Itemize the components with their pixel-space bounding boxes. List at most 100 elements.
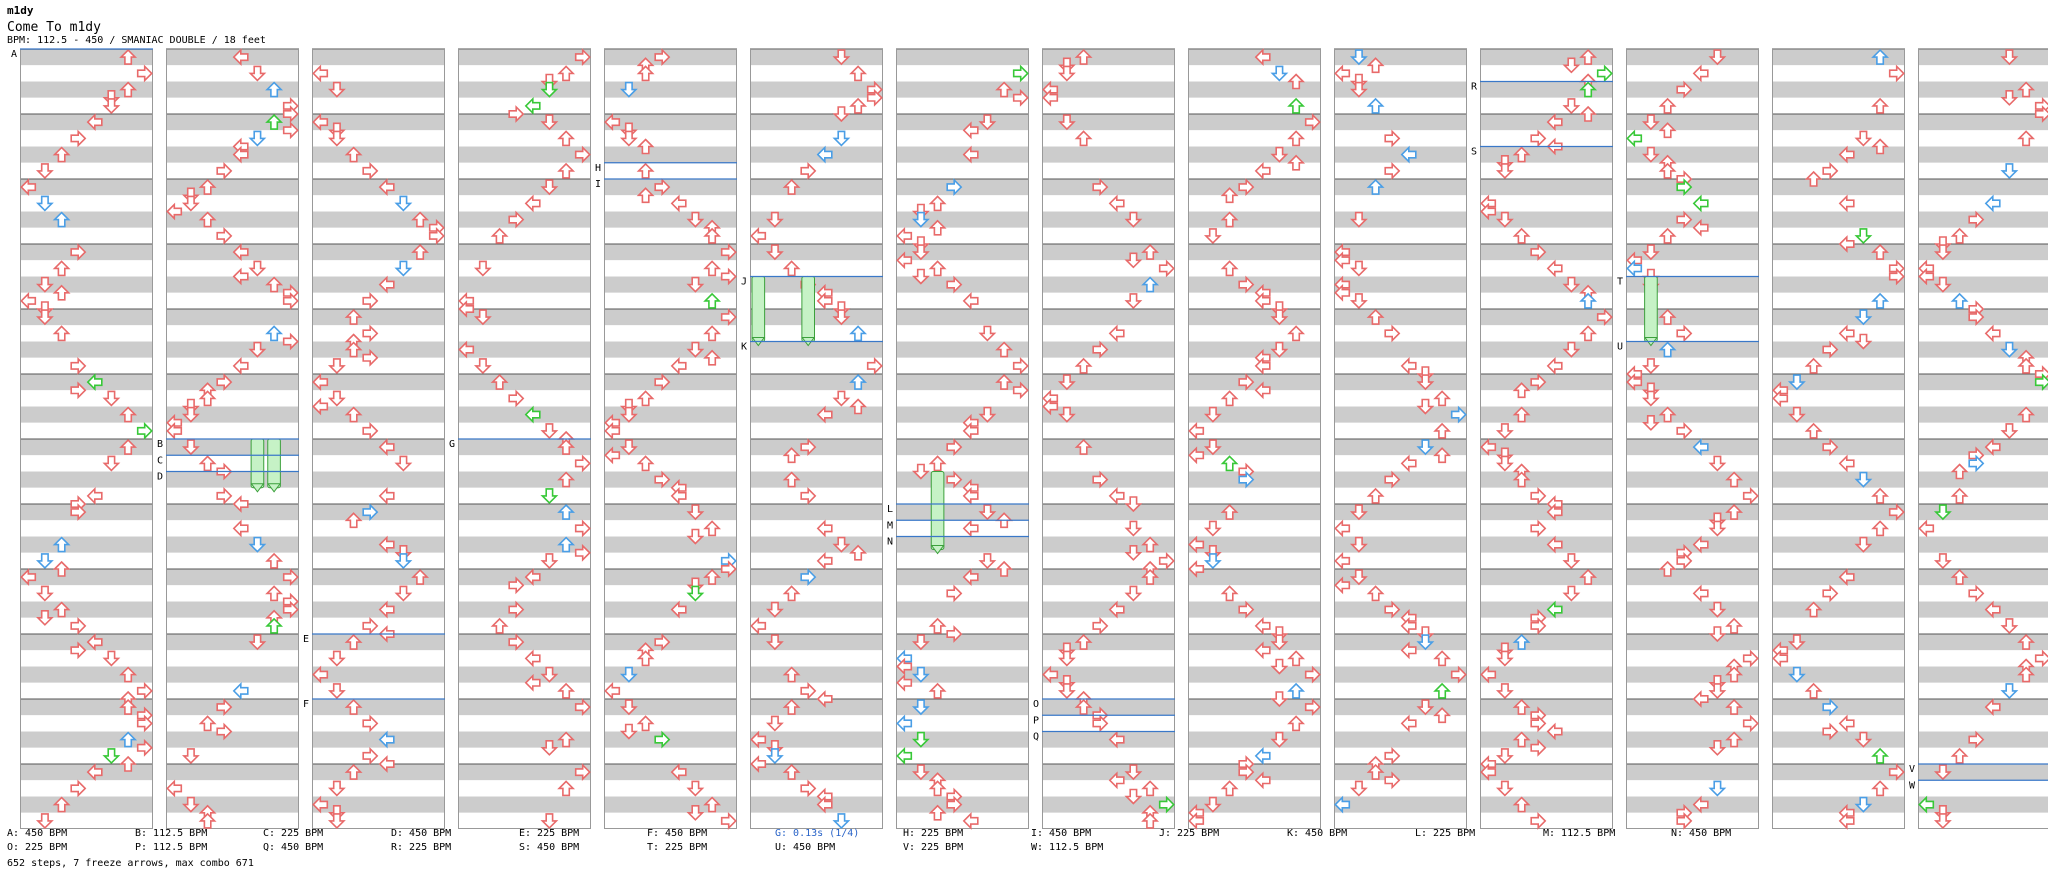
step-arrow: [312, 64, 329, 83]
step-arrow: [849, 398, 868, 415]
beat-stripe: [20, 325, 153, 342]
step-arrow: [181, 748, 200, 765]
beat-stripe: [20, 49, 153, 66]
beat-stripe: [1480, 634, 1613, 651]
step-arrow: [1530, 714, 1547, 733]
beat-stripe: [166, 195, 299, 212]
beat-stripe: [896, 227, 1029, 244]
step-arrow: [282, 291, 299, 310]
step-arrow: [1804, 422, 1823, 439]
step-arrow: [1968, 454, 1985, 473]
step-arrow: [800, 438, 817, 457]
beat-stripe: [750, 244, 883, 261]
step-arrow: [1854, 309, 1873, 326]
step-arrow: [720, 308, 737, 327]
step-arrow: [1495, 423, 1514, 440]
step-arrow: [70, 129, 87, 148]
beat-stripe: [1188, 309, 1321, 326]
beat-stripe: [1480, 812, 1613, 829]
step-arrow: [866, 88, 883, 107]
beat-stripe: [1626, 390, 1759, 407]
beat-stripe: [20, 227, 153, 244]
beat-stripe: [312, 406, 445, 423]
step-arrow: [782, 178, 801, 195]
step-arrow: [686, 804, 705, 821]
step-arrow: [1918, 519, 1935, 538]
beat-stripe: [1188, 536, 1321, 553]
step-arrow: [1270, 309, 1289, 326]
step-arrow: [1984, 324, 2001, 343]
step-arrow: [70, 243, 87, 262]
beat-stripe: [1480, 585, 1613, 602]
step-arrow: [995, 341, 1014, 358]
beat-stripe: [750, 780, 883, 797]
chart-column: [312, 48, 445, 829]
column-border: [312, 49, 445, 829]
step-arrow: [1366, 178, 1385, 195]
beat-stripe: [20, 114, 153, 131]
beat-stripe: [1918, 796, 2048, 813]
bpm-legend-item: N: 450 BPM: [1671, 828, 1732, 839]
step-arrow: [1692, 194, 1709, 213]
step-arrow: [2017, 666, 2036, 683]
step-arrow: [1450, 665, 1467, 684]
beat-stripe: [20, 520, 153, 537]
step-arrow: [20, 291, 37, 310]
beat-stripe: [458, 325, 591, 342]
bpm-legend-item: R: 225 BPM: [391, 842, 452, 853]
step-arrow: [265, 81, 284, 98]
beat-stripe: [604, 471, 737, 488]
step-arrow: [1270, 341, 1289, 358]
beat-stripe: [1772, 81, 1905, 98]
step-arrow: [1188, 560, 1205, 578]
step-arrow: [1888, 763, 1905, 782]
step-arrow: [248, 130, 267, 147]
step-arrow: [686, 341, 705, 358]
beat-stripe: [750, 520, 883, 537]
beat-stripe: [1188, 341, 1321, 358]
beat-stripe: [166, 520, 299, 537]
step-arrow: [1416, 634, 1435, 651]
beat-stripe: [458, 65, 591, 82]
beat-stripe: [604, 601, 737, 618]
step-arrow: [636, 138, 655, 155]
beat-stripe: [1918, 699, 2048, 716]
step-arrow: [962, 421, 979, 440]
beat-stripe: [896, 260, 1029, 277]
beat-stripe: [896, 341, 1029, 358]
step-arrow: [1968, 308, 1985, 327]
step-arrow: [557, 682, 576, 699]
step-arrow: [1495, 683, 1514, 700]
step-arrow: [344, 633, 363, 650]
beat-stripe: [1626, 731, 1759, 748]
beat-stripe: [750, 179, 883, 196]
beat-stripe: [750, 634, 883, 651]
step-arrow: [232, 48, 249, 67]
step-arrow: [1530, 243, 1547, 262]
beat-stripe: [1188, 130, 1321, 147]
step-arrow: [1984, 194, 2001, 213]
beat-stripe: [1626, 374, 1759, 391]
step-arrow: [1384, 600, 1401, 619]
step-arrow: [1057, 650, 1076, 667]
beat-stripe: [1042, 309, 1175, 326]
beat-stripe: [750, 812, 883, 829]
step-arrow: [619, 81, 638, 98]
step-arrow: [911, 666, 930, 683]
step-arrow: [1400, 641, 1417, 660]
beat-stripe: [604, 195, 737, 212]
step-arrow: [344, 341, 363, 358]
beat-stripe: [1480, 747, 1613, 764]
step-arrow: [654, 633, 671, 652]
step-arrow: [995, 560, 1014, 577]
step-arrow: [1057, 114, 1076, 131]
step-arrow: [1658, 341, 1677, 358]
step-arrow: [1238, 275, 1255, 294]
beat-stripe: [1480, 699, 1613, 716]
beat-stripe: [896, 699, 1029, 716]
step-arrow: [232, 356, 249, 375]
step-arrow: [782, 666, 801, 683]
step-arrow: [1287, 682, 1306, 699]
step-arrow: [490, 617, 509, 634]
beat-stripe: [1772, 422, 1905, 439]
